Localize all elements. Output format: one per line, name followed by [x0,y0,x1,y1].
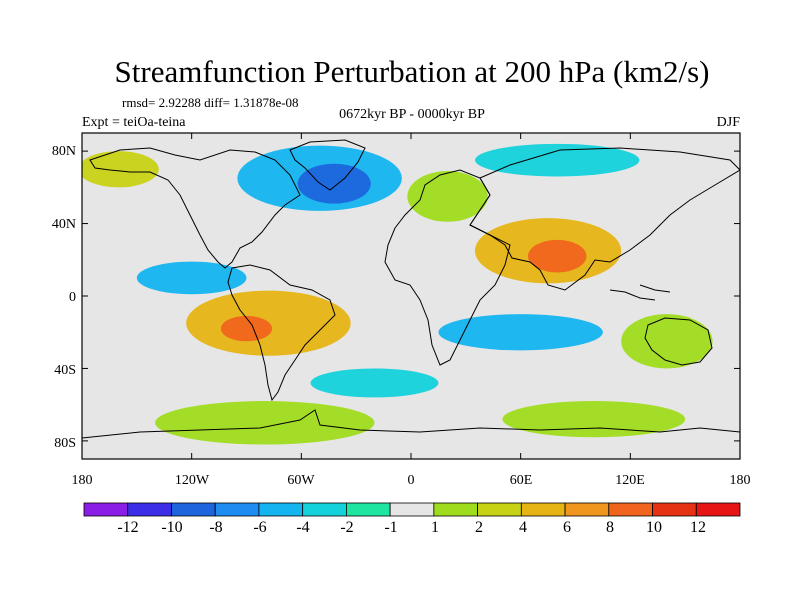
colorbar-box [258,502,304,517]
y-tick-label: 40N [52,217,76,232]
colorbar-box [520,502,566,517]
colorbar-box [83,502,129,517]
colorbar-box [345,502,391,517]
x-tick-label: 0 [408,473,415,488]
contour-s-atlantic-low [310,368,439,398]
colorbar-label: 2 [475,519,483,536]
contour-tropic-pacific-low [136,261,247,295]
colorbar-box [652,502,697,517]
contour-n-pacific-high [82,151,159,188]
colorbar-box [302,502,347,517]
coast-north-america [89,147,301,269]
x-tick-label: 180 [72,473,93,488]
coast-greenland [289,139,366,191]
colorbar-box [171,502,216,517]
colorbar-label: 1 [431,519,439,536]
colorbar-box [608,502,653,517]
contour-southern-high [155,401,375,445]
colorbar-box [564,502,610,517]
x-tick-label: 120E [615,473,645,488]
coast-australia [644,317,713,366]
y-tick-label: 80S [54,436,76,451]
x-tick-label: 180 [730,473,751,488]
colorbar-box [127,502,172,517]
y-tick-label: 40S [54,363,76,378]
chart-title: Streamfunction Perturbation at 200 hPa (… [115,54,710,89]
coast-asia [469,147,740,291]
coast-europe-africa [384,169,511,366]
right-label: DJF [717,115,741,130]
colorbar-label: -10 [161,519,182,536]
contour-asia-high [527,239,587,273]
x-tick-label: 60E [510,473,533,488]
contour-n-atlantic-low [297,163,371,204]
colorbar-label: -4 [296,519,309,536]
x-tick-label: 120W [175,473,210,488]
y-tick-label: 0 [69,290,76,305]
colorbar-box [214,502,260,517]
colorbar-label: 12 [690,519,706,536]
contour-europe-high [407,171,488,222]
center-label: 0672kyr BP - 0000kyr BP [339,107,485,122]
colorbar-box [477,502,522,517]
map-area [81,132,741,460]
coastlines [82,139,740,439]
colorbar-label: -2 [340,519,353,536]
stats-line: rmsd= 2.92288 diff= 1.31878e-08 [122,95,299,110]
colorbar-box [389,502,435,517]
colorbar-label: 6 [563,519,571,536]
colorbar-label: -12 [117,519,138,536]
x-tick-label: 60W [287,473,315,488]
colorbar-label: 8 [606,519,614,536]
contour-southern-east-high [502,401,686,438]
colorbar-label: 4 [519,519,527,536]
colorbar-boxes [83,502,741,517]
colorbar-label: -1 [384,519,397,536]
colorbar-label: -6 [253,519,266,536]
colorbar-box [433,502,479,517]
colorbar-label: 10 [646,519,662,536]
left-label: Expt = teiOa-teina [82,115,186,130]
contour-s-america-high [220,315,273,342]
contour-features [82,143,713,445]
colorbar-box [695,502,741,517]
field-layer [82,143,713,445]
coast-antarctica [82,409,740,439]
contour-australia-high [621,314,713,369]
y-tick-label: 80N [52,144,76,159]
coast-maritime [609,284,671,301]
contour-indian-ocean-low [438,314,603,351]
colorbar: -12 -10 -8 -6 -4 -2 -1 1 2 4 6 8 10 12 [83,502,741,536]
coast-south-america [227,264,336,402]
contour-siberia-low [474,143,640,177]
axes: 180 120W 60W 0 60E 120E 180 80N 40N 0 40… [52,133,751,488]
colorbar-label: -8 [209,519,222,536]
